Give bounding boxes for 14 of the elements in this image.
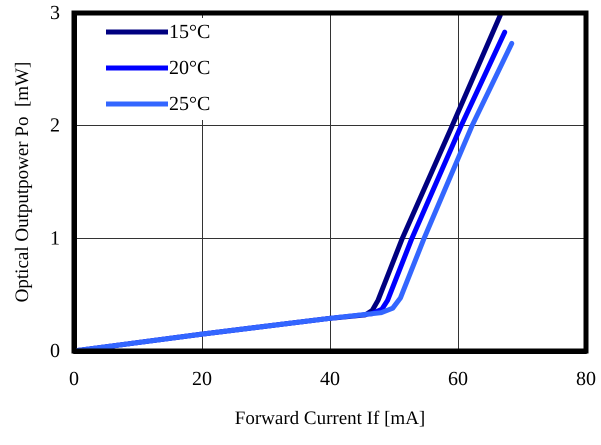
y-tick-label: 2 [50, 114, 60, 137]
x-axis-title: Forward Current If [mA] [234, 408, 426, 429]
y-tick-label: 3 [50, 2, 60, 24]
legend-label: 25°C [169, 93, 210, 115]
y-tick-label: 0 [50, 340, 60, 362]
x-tick-label: 80 [576, 368, 596, 390]
y-tick-label: 1 [50, 227, 60, 250]
legend-label: 20°C [169, 57, 210, 79]
x-tick-label: 0 [69, 368, 79, 390]
legend-label: 15°C [169, 21, 210, 43]
x-tick-label: 60 [448, 368, 468, 390]
y-axis-title: Optical Outputpower Po [mW] [12, 62, 33, 302]
x-tick-label: 40 [320, 368, 340, 390]
x-tick-label: 20 [192, 368, 212, 390]
